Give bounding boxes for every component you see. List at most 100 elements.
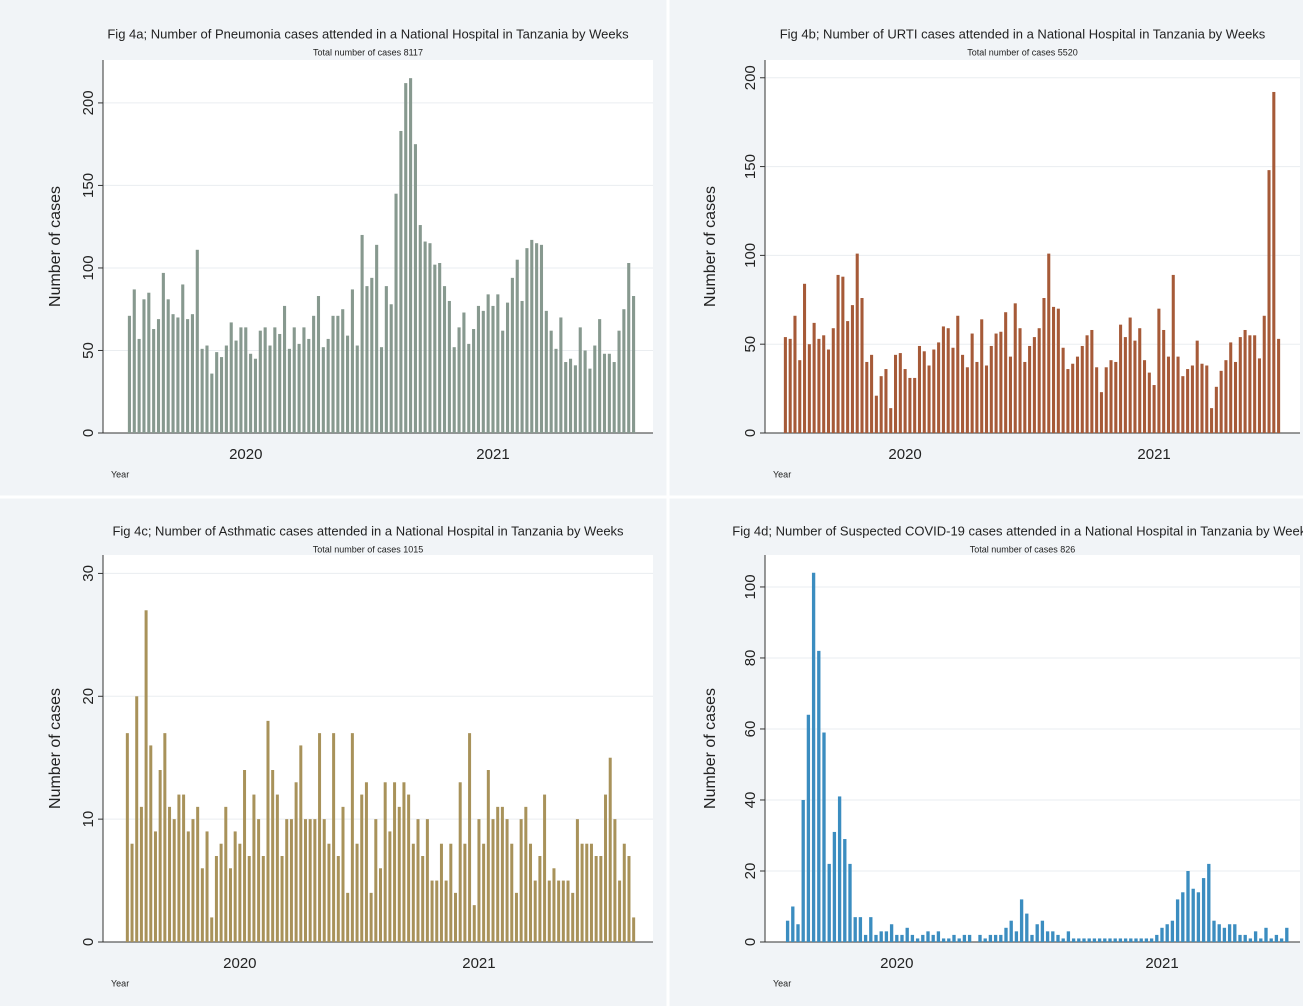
bar	[191, 819, 195, 942]
bar	[196, 806, 200, 942]
bar	[1205, 365, 1209, 433]
bar	[905, 927, 909, 942]
bar	[280, 856, 284, 942]
bar	[1008, 356, 1012, 433]
panel: Fig 4a; Number of Pneumonia cases attend…	[47, 26, 653, 479]
bar	[341, 806, 345, 942]
bar	[322, 819, 326, 942]
bar	[860, 298, 864, 433]
bar	[927, 365, 931, 433]
bar	[858, 917, 863, 942]
y-tick-label: 60	[742, 721, 759, 738]
bar	[355, 843, 359, 942]
bar	[884, 931, 889, 942]
bar	[837, 796, 842, 942]
bar	[817, 338, 821, 433]
bar	[468, 733, 472, 942]
bar	[336, 315, 340, 433]
bar	[369, 892, 373, 942]
bar	[321, 347, 325, 433]
bar	[476, 305, 481, 433]
bar	[360, 234, 364, 433]
bar	[1104, 367, 1108, 433]
bar	[952, 934, 956, 942]
bar	[438, 263, 442, 433]
bar	[125, 733, 129, 942]
bar	[224, 806, 228, 942]
bar	[831, 328, 835, 433]
bar	[389, 304, 393, 433]
bar	[841, 276, 845, 433]
bar	[318, 733, 322, 942]
y-tick-label: 20	[80, 688, 97, 705]
bar	[900, 934, 904, 942]
bar	[383, 782, 387, 942]
bar	[941, 938, 946, 942]
bar	[355, 345, 359, 433]
bar	[848, 863, 852, 942]
bar	[1035, 924, 1039, 942]
bar	[803, 283, 807, 433]
bar	[1095, 367, 1099, 433]
bar	[393, 782, 397, 942]
bar	[1123, 938, 1128, 942]
bar	[1200, 363, 1204, 433]
bar	[1118, 938, 1123, 942]
bar	[798, 360, 802, 433]
bar	[879, 931, 883, 942]
bar	[1214, 386, 1218, 433]
x-tick-label: 2020	[880, 955, 913, 972]
bar	[350, 289, 354, 433]
bar	[135, 696, 139, 942]
bar	[350, 733, 354, 942]
bar	[999, 934, 1003, 942]
bar	[783, 337, 787, 433]
bar	[137, 338, 141, 433]
y-tick-label: 40	[742, 792, 759, 809]
bar	[535, 243, 539, 433]
bar	[1171, 274, 1175, 433]
x-tick-label: 2020	[229, 446, 262, 463]
bar	[607, 353, 611, 433]
bar	[439, 843, 443, 942]
y-tick-label: 0	[80, 429, 97, 437]
bar	[1090, 329, 1094, 433]
bar	[1071, 938, 1076, 942]
bar	[292, 327, 296, 433]
bar	[132, 289, 136, 433]
bar	[632, 917, 636, 942]
bar	[1108, 938, 1112, 942]
bar	[801, 799, 805, 942]
bar	[884, 369, 888, 433]
x-axis-note: Year	[111, 978, 129, 988]
x-tick-label: 2021	[1145, 955, 1178, 972]
bar	[1023, 361, 1027, 433]
bar	[1157, 308, 1161, 433]
bar	[229, 322, 233, 433]
bar	[922, 351, 926, 433]
bar	[172, 819, 176, 942]
y-tick-label: 100	[742, 574, 759, 599]
x-axis-note: Year	[111, 469, 129, 479]
bar	[994, 333, 998, 433]
bar	[421, 856, 425, 942]
bar	[549, 330, 553, 433]
bar	[1181, 376, 1185, 433]
bar	[190, 314, 194, 433]
y-tick-label: 200	[80, 90, 97, 115]
bar	[200, 868, 204, 942]
y-tick-label: 200	[742, 65, 759, 90]
bar	[870, 354, 874, 433]
bar	[147, 292, 151, 433]
bar	[219, 843, 223, 942]
bar	[599, 856, 603, 942]
bar	[1166, 356, 1171, 433]
bar	[500, 806, 504, 942]
bar	[967, 934, 972, 942]
bar	[332, 733, 336, 942]
bar	[1191, 888, 1195, 942]
chart-subtitle: Total number of cases 826	[970, 544, 1076, 554]
bar	[282, 305, 287, 433]
bar	[379, 347, 384, 433]
